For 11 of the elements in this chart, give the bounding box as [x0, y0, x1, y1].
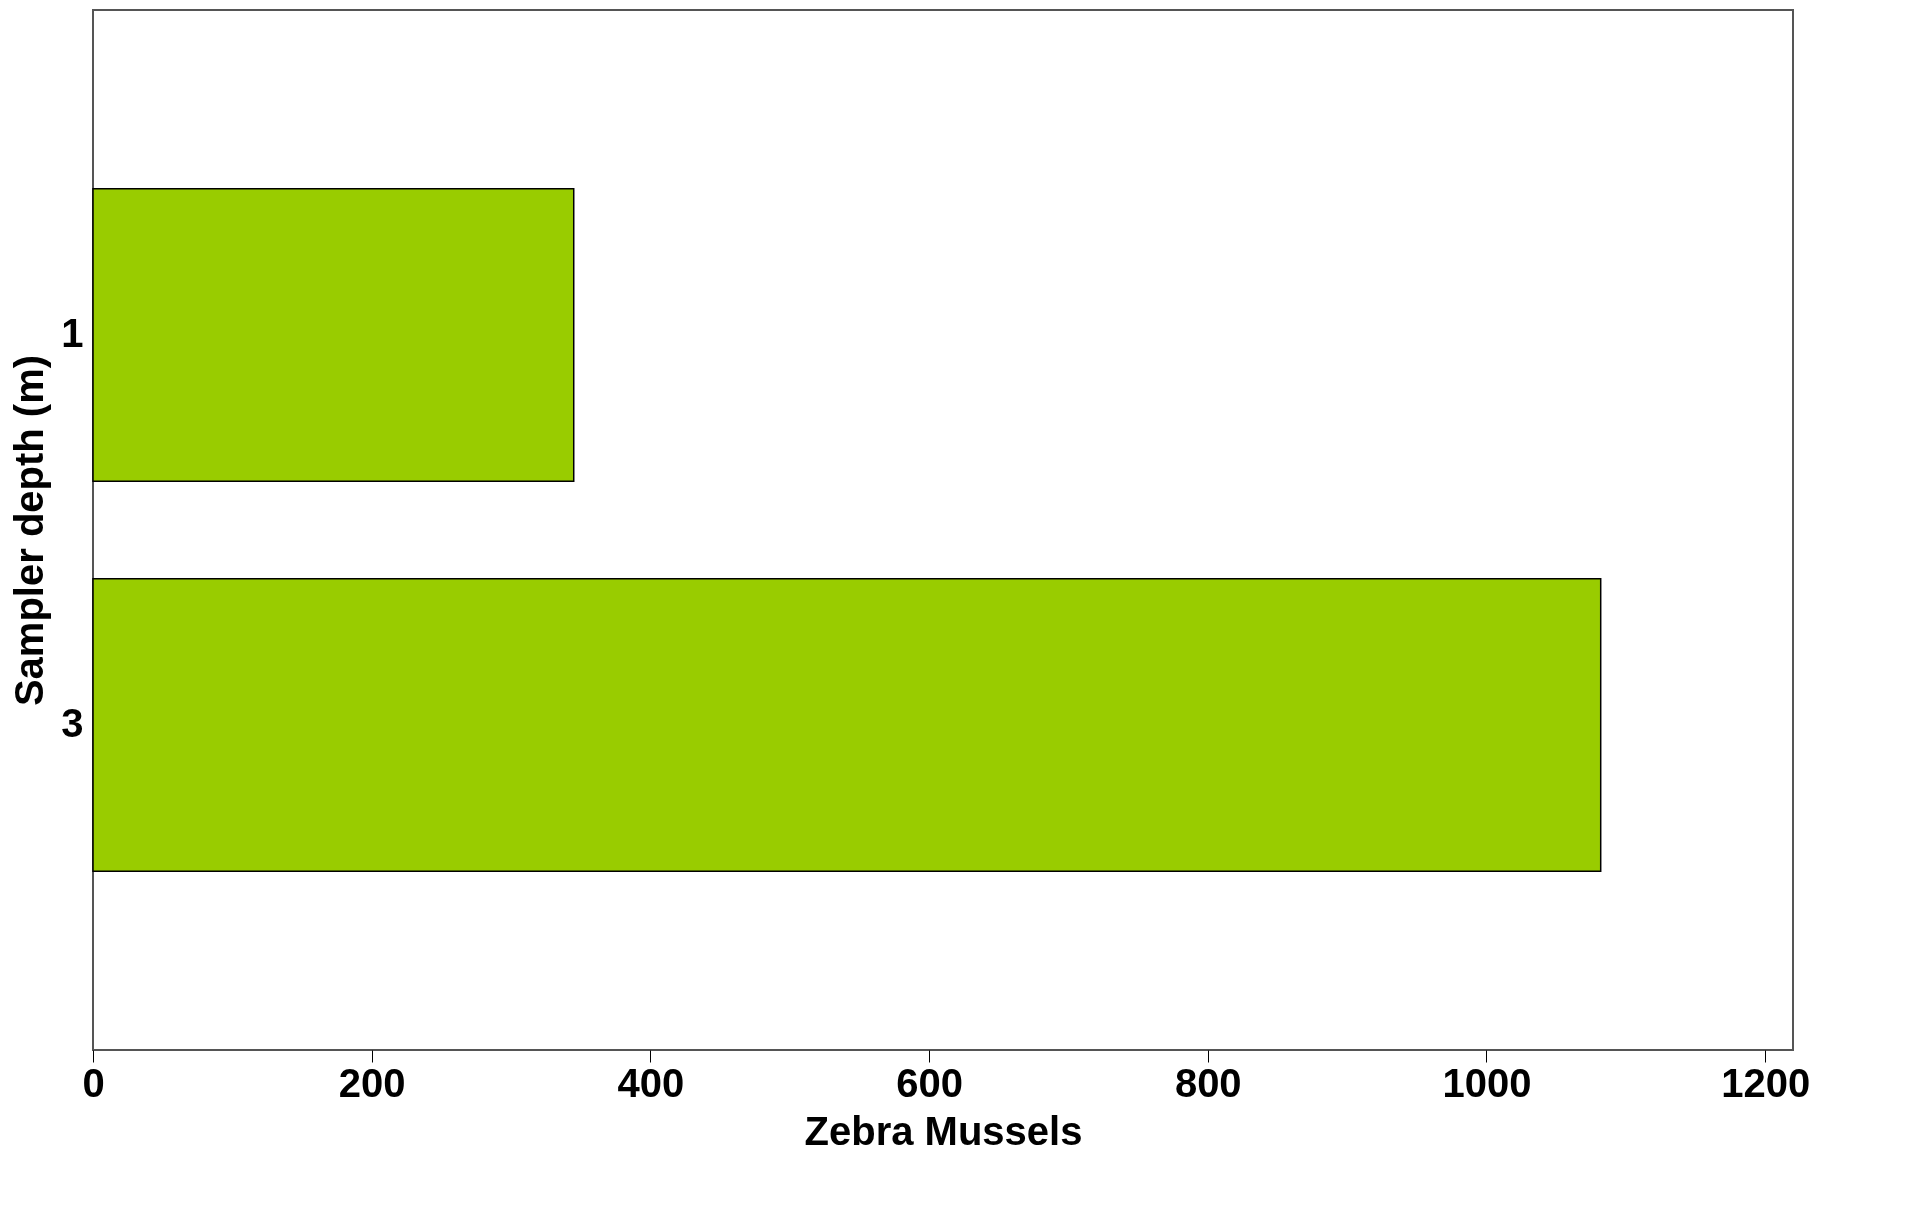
x-tick-label: 200	[338, 1060, 406, 1105]
y-tick-label: 1	[61, 310, 84, 355]
x-tick-label: 800	[1174, 1060, 1242, 1105]
x-tick-label: 1200	[1721, 1060, 1811, 1105]
y-tick-label: 3	[61, 701, 84, 746]
x-tick-label: 1000	[1442, 1060, 1532, 1105]
x-tick-label: 400	[617, 1060, 685, 1105]
x-tick-label: 600	[896, 1060, 963, 1105]
y-axis-title: Sampler depth (m)	[7, 354, 52, 707]
x-tick-label: 0	[82, 1060, 105, 1105]
x-axis-title: Zebra Mussels	[804, 1108, 1083, 1153]
